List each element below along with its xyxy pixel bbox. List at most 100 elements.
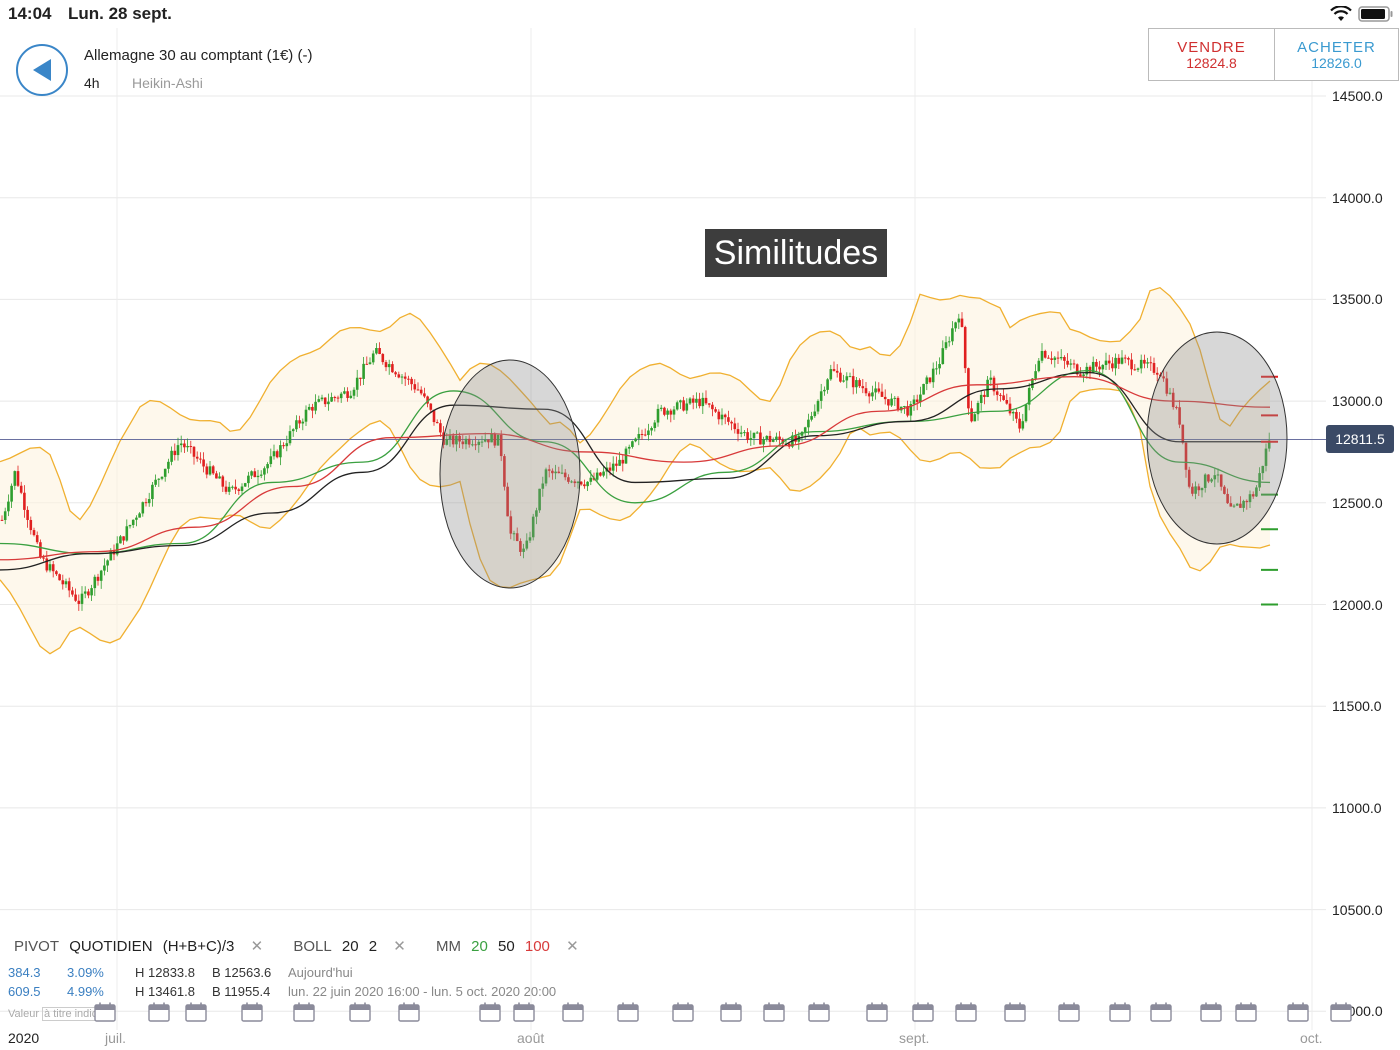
- calendar-icon[interactable]: [1004, 1002, 1026, 1027]
- chart-grid: [0, 28, 1326, 1030]
- candle-body: [483, 439, 487, 442]
- remove-boll-icon[interactable]: ✕: [393, 938, 406, 955]
- candle-body: [864, 388, 868, 394]
- candle-body: [448, 435, 452, 440]
- candle-body: [304, 409, 308, 422]
- candle-body: [583, 484, 586, 487]
- remove-mm-icon[interactable]: ✕: [566, 938, 579, 955]
- candle-body: [314, 401, 317, 411]
- calendar-icon[interactable]: [1235, 1002, 1257, 1027]
- candle-body: [1082, 374, 1085, 376]
- candle-body: [858, 380, 861, 387]
- chart-type-selector[interactable]: Heikin-Ashi: [132, 75, 203, 91]
- candle-body: [1059, 357, 1063, 359]
- calendar-icon[interactable]: [479, 1002, 501, 1027]
- calendar-icon[interactable]: [148, 1002, 170, 1027]
- calendar-icon[interactable]: [866, 1002, 888, 1027]
- candle-body: [1123, 357, 1127, 359]
- candle-body: [323, 397, 327, 405]
- candle-body: [400, 376, 404, 378]
- calendar-icon[interactable]: [241, 1002, 263, 1027]
- calendar-icon[interactable]: [349, 1002, 371, 1027]
- calendar-icon[interactable]: [1058, 1002, 1080, 1027]
- remove-pivot-icon[interactable]: ✕: [250, 938, 264, 955]
- candle-body: [176, 445, 180, 456]
- calendar-icon[interactable]: [513, 1002, 535, 1027]
- candle-body: [746, 432, 749, 440]
- candle-body: [346, 391, 349, 399]
- candle-body: [480, 441, 484, 443]
- candle-body: [749, 438, 753, 440]
- candle-body: [967, 368, 970, 409]
- calendar-icon[interactable]: [672, 1002, 694, 1027]
- back-button[interactable]: [16, 44, 68, 96]
- calendar-icon[interactable]: [398, 1002, 420, 1027]
- candle-body: [851, 376, 855, 388]
- sell-button[interactable]: VENDRE 12824.8: [1149, 29, 1275, 80]
- candle-body: [544, 469, 548, 484]
- candle-body: [330, 397, 333, 402]
- candle-body: [375, 348, 378, 354]
- candle-body: [938, 364, 941, 369]
- candle-body: [842, 380, 845, 382]
- calendar-icon[interactable]: [1287, 1002, 1309, 1027]
- candle-body: [618, 459, 621, 466]
- candle-body: [890, 398, 893, 406]
- candle-body: [125, 526, 129, 541]
- candle-body: [573, 481, 577, 484]
- timeframe-selector[interactable]: 4h: [84, 75, 100, 91]
- candle-body: [928, 377, 932, 383]
- candle-body: [10, 485, 13, 502]
- candle-body: [397, 374, 401, 378]
- x-label-oct: oct.: [1300, 1030, 1323, 1046]
- candle-body: [554, 471, 557, 474]
- candle-body: [691, 398, 695, 403]
- candle-body: [1194, 486, 1197, 494]
- candle-body: [823, 389, 826, 392]
- calendar-icon[interactable]: [720, 1002, 742, 1027]
- candle-body: [871, 392, 874, 397]
- candle-body: [250, 471, 253, 476]
- candle-body: [522, 548, 525, 552]
- buy-button[interactable]: ACHETER 12826.0: [1274, 29, 1399, 80]
- calendar-icon[interactable]: [293, 1002, 315, 1027]
- candle-body: [1075, 364, 1079, 375]
- candle-body: [263, 468, 266, 475]
- candle-body: [349, 395, 353, 399]
- calendar-icon[interactable]: [1109, 1002, 1131, 1027]
- candle-body: [359, 377, 362, 379]
- candle-body: [867, 393, 871, 397]
- candle-body: [1200, 487, 1204, 491]
- candle-body: [1229, 503, 1233, 507]
- candle-body: [1226, 493, 1229, 504]
- candle-body: [736, 429, 740, 434]
- candle-body: [221, 476, 225, 487]
- calendar-icon[interactable]: [1200, 1002, 1222, 1027]
- calendar-icon[interactable]: [763, 1002, 785, 1027]
- candle-body: [1245, 500, 1249, 503]
- calendar-icon[interactable]: [1150, 1002, 1172, 1027]
- calendar-icon[interactable]: [94, 1002, 116, 1027]
- candle-body: [173, 450, 177, 456]
- calendar-icon[interactable]: [617, 1002, 639, 1027]
- candle-body: [551, 470, 554, 474]
- candle-body: [634, 438, 637, 442]
- candle-body: [362, 363, 365, 379]
- candle-body: [919, 394, 922, 403]
- candle-body: [231, 486, 234, 488]
- candle-body: [1088, 366, 1092, 373]
- candle-body: [1008, 403, 1012, 414]
- calendar-icon[interactable]: [1330, 1002, 1352, 1027]
- calendar-icon[interactable]: [808, 1002, 830, 1027]
- candle-body: [282, 445, 285, 447]
- boll-period: 20: [341, 938, 359, 955]
- calendar-icon[interactable]: [185, 1002, 207, 1027]
- candle-body: [1136, 368, 1140, 370]
- calendar-icon[interactable]: [955, 1002, 977, 1027]
- candle-body: [1235, 503, 1239, 506]
- calendar-icon[interactable]: [562, 1002, 584, 1027]
- calendar-icon[interactable]: [912, 1002, 934, 1027]
- candle-body: [288, 431, 292, 444]
- candle-body: [1152, 362, 1156, 373]
